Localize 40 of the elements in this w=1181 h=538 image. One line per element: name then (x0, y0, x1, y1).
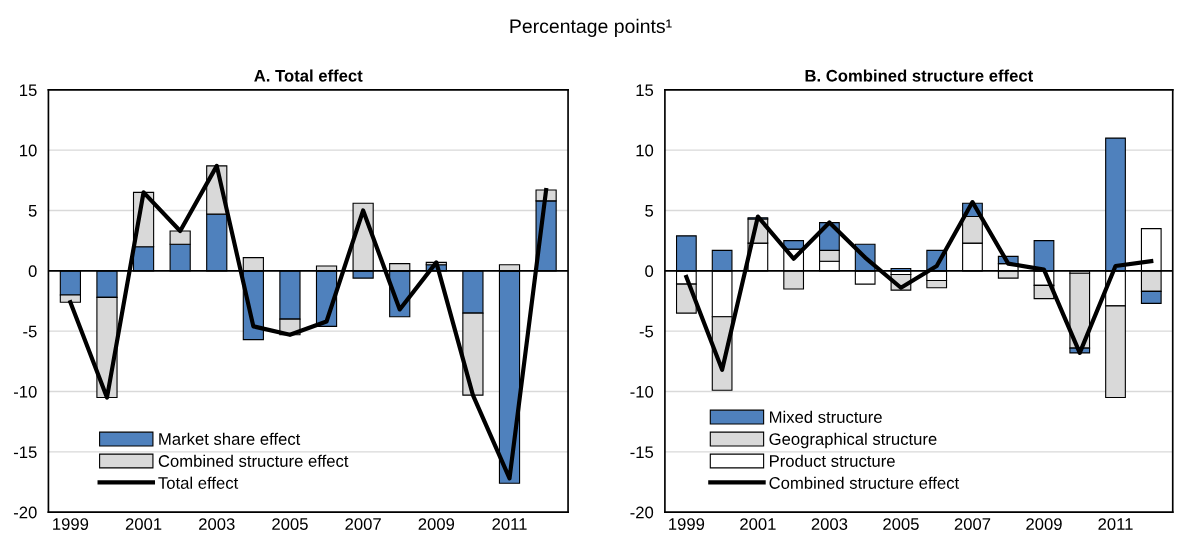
x-tick-label: 2009 (1026, 518, 1062, 530)
x-tick-label: 2003 (199, 518, 235, 530)
legend-label: Combined structure effect (158, 454, 349, 467)
y-tick-label: -10 (13, 385, 37, 398)
y-tick-label: 5 (28, 205, 37, 217)
y-tick-label: -15 (13, 446, 37, 459)
y-tick-label: -10 (630, 385, 654, 398)
x-tick-label: 1999 (669, 518, 705, 530)
y-tick-label: 10 (20, 144, 37, 157)
y-tick-label: 10 (636, 144, 654, 157)
y-tick-label: 0 (645, 265, 654, 278)
legend-label: Combined structure effect (769, 476, 960, 489)
y-tick-label: 15 (20, 84, 37, 97)
x-tick-label: 2005 (272, 518, 308, 530)
legend-label: Mixed structure (770, 410, 882, 424)
x-tick-label: 2001 (125, 518, 162, 530)
x-tick-label: 2011 (492, 518, 527, 530)
y-tick-label: 5 (645, 205, 654, 217)
y-tick-label: -15 (630, 446, 654, 459)
y-tick-label: -20 (13, 506, 37, 519)
x-tick-label: 2011 (1098, 518, 1133, 530)
x-tick-label: 2003 (811, 518, 848, 530)
chart-title: B. Combined structure effect (805, 69, 1033, 82)
x-tick-label: 2007 (954, 518, 991, 530)
y-tick-label: -5 (639, 325, 654, 338)
x-tick-label: 2009 (418, 518, 455, 530)
x-tick-label: 1999 (53, 518, 89, 530)
text: Percentage points¹ (510, 18, 672, 37)
y-tick-label: -20 (630, 506, 654, 519)
x-tick-label: 2005 (883, 518, 919, 530)
legend-label: Market share effect (159, 432, 301, 445)
x-tick-label: 2007 (345, 518, 381, 530)
x-tick-label: 2001 (740, 518, 776, 530)
legend-label: Product structure (770, 454, 895, 467)
y-tick-label: -5 (23, 325, 37, 338)
chart-title: A. Total effect (254, 69, 363, 82)
y-tick-label: 0 (28, 265, 37, 278)
y-tick-label: 15 (636, 84, 654, 97)
legend-label: Total effect (158, 476, 239, 489)
legend-label: Geographical structure (769, 432, 937, 449)
